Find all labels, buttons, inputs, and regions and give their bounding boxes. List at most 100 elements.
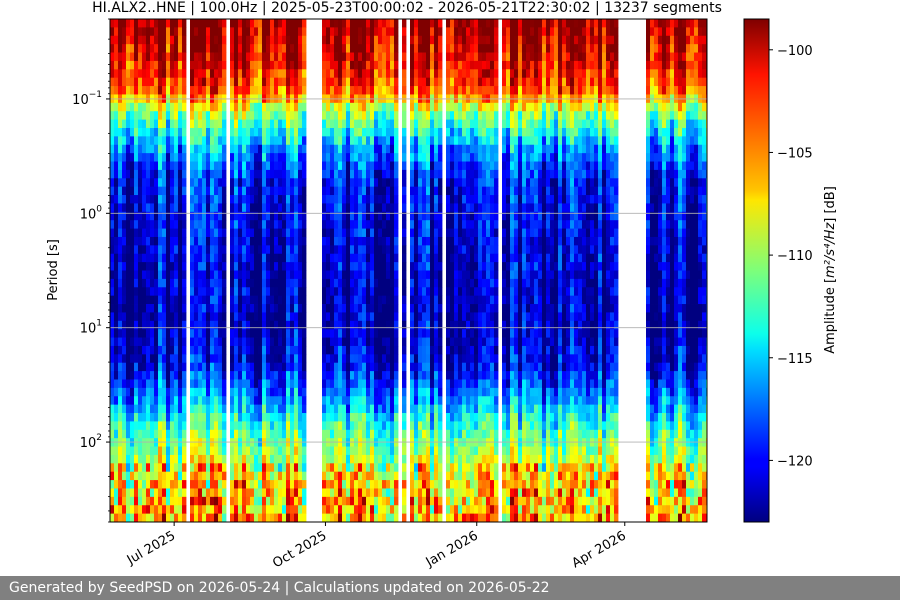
heatmap-cell <box>346 488 351 498</box>
heatmap-cell <box>202 161 207 171</box>
heatmap-cell <box>466 35 471 45</box>
heatmap-cell <box>158 488 163 498</box>
heatmap-cell <box>126 60 131 70</box>
heatmap-cell <box>194 480 199 489</box>
heatmap-cell <box>326 413 331 422</box>
heatmap-cell <box>358 446 363 456</box>
heatmap-cell <box>454 270 459 280</box>
heatmap-cell <box>382 362 387 372</box>
heatmap-cell <box>222 236 227 246</box>
heatmap-cell <box>210 362 215 372</box>
heatmap-cell <box>130 169 135 179</box>
heatmap-cell <box>378 253 383 263</box>
heatmap-cell <box>142 178 147 188</box>
heatmap-cell <box>434 304 439 313</box>
heatmap-cell <box>438 169 443 179</box>
heatmap-cell <box>134 77 139 87</box>
heatmap-cell <box>334 60 339 70</box>
heatmap-cell <box>374 471 379 481</box>
heatmap-cell <box>270 136 275 146</box>
heatmap-cell <box>294 278 299 288</box>
heatmap-cell <box>358 111 363 120</box>
heatmap-cell <box>190 52 195 62</box>
heatmap-cell <box>154 413 159 422</box>
heatmap-cell <box>122 262 127 271</box>
heatmap-cell <box>298 245 303 255</box>
heatmap-cell <box>110 270 115 280</box>
heatmap-cell <box>294 387 299 397</box>
heatmap-cell <box>198 379 203 389</box>
heatmap-cell <box>338 44 343 53</box>
heatmap-cell <box>242 454 247 464</box>
heatmap-cell <box>178 287 183 297</box>
heatmap-cell <box>446 438 451 447</box>
heatmap-cell <box>362 270 367 280</box>
heatmap-cell <box>150 178 155 188</box>
heatmap-cell <box>438 429 443 439</box>
heatmap-cell <box>294 379 299 389</box>
heatmap-cell <box>214 27 219 37</box>
heatmap-cell <box>198 278 203 288</box>
heatmap-cell <box>410 203 415 213</box>
heatmap-cell <box>422 169 427 179</box>
heatmap-cell <box>474 52 479 62</box>
heatmap-cell <box>178 362 183 372</box>
heatmap-cell <box>430 195 435 204</box>
heatmap-cell <box>322 211 327 221</box>
heatmap-cell <box>446 178 451 188</box>
heatmap-cell <box>242 496 247 506</box>
heatmap-cell <box>290 27 295 37</box>
heatmap-cell <box>470 144 475 154</box>
heatmap-cell <box>162 404 167 414</box>
heatmap-cell <box>418 153 423 162</box>
heatmap-cell <box>222 211 227 221</box>
heatmap-cell <box>130 379 135 389</box>
heatmap-cell <box>342 44 347 53</box>
heatmap-cell <box>394 236 399 246</box>
heatmap-cell <box>218 396 223 406</box>
heatmap-cell <box>130 371 135 380</box>
heatmap-cell <box>130 161 135 171</box>
heatmap-cell <box>110 19 115 28</box>
heatmap-cell <box>242 161 247 171</box>
heatmap-cell <box>474 320 479 330</box>
heatmap-cell <box>270 454 275 464</box>
heatmap-cell <box>414 304 419 313</box>
heatmap-cell <box>410 195 415 204</box>
heatmap-cell <box>114 329 119 338</box>
heatmap-cell <box>182 278 187 288</box>
heatmap-cell <box>378 77 383 87</box>
heatmap-cell <box>214 69 219 79</box>
heatmap-cell <box>326 454 331 464</box>
heatmap-cell <box>366 236 371 246</box>
heatmap-cell <box>142 413 147 422</box>
heatmap-cell <box>242 27 247 37</box>
heatmap-cell <box>466 119 471 129</box>
heatmap-cell <box>126 86 131 95</box>
heatmap-cell <box>382 228 387 238</box>
heatmap-cell <box>114 413 119 422</box>
heatmap-cell <box>142 86 147 95</box>
heatmap-cell <box>290 236 295 246</box>
heatmap-cell <box>162 27 167 37</box>
heatmap-cell <box>462 496 467 506</box>
heatmap-cell <box>386 262 391 271</box>
heatmap-cell <box>418 236 423 246</box>
heatmap-cell <box>170 505 175 515</box>
heatmap-cell <box>234 287 239 297</box>
heatmap-cell <box>254 52 259 62</box>
heatmap-cell <box>262 77 267 87</box>
heatmap-cell <box>402 60 407 70</box>
heatmap-cell <box>178 69 183 79</box>
heatmap-cell <box>338 404 343 414</box>
heatmap-cell <box>370 295 375 305</box>
heatmap-cell <box>470 178 475 188</box>
heatmap-cell <box>190 488 195 498</box>
heatmap-cell <box>130 60 135 70</box>
heatmap-cell <box>214 161 219 171</box>
heatmap-cell <box>142 69 147 79</box>
heatmap-cell <box>218 387 223 397</box>
heatmap-cell <box>394 337 399 347</box>
heatmap-cell <box>178 195 183 204</box>
heatmap-cell <box>166 496 171 506</box>
